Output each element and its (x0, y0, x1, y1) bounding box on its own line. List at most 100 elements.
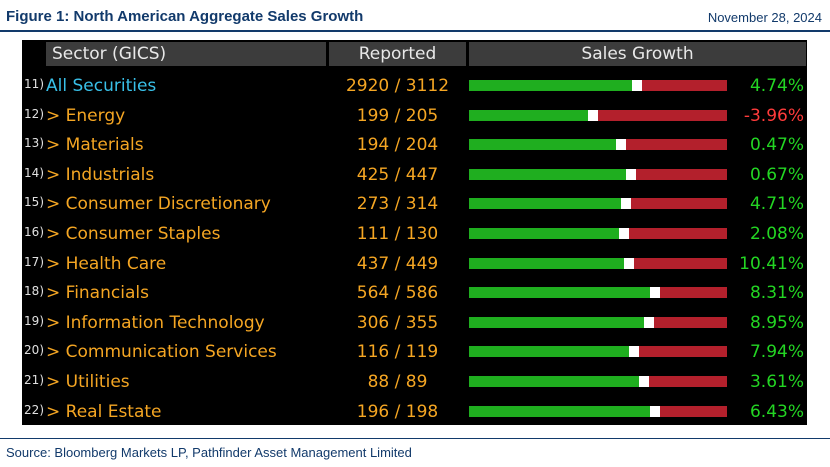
reported-count: 425 / 447 (356, 164, 439, 185)
figure-header: Figure 1: North American Aggregate Sales… (0, 0, 830, 34)
column-header-reported[interactable]: Reported (329, 42, 466, 66)
growth-bar (469, 376, 727, 387)
growth-bar-fill (469, 257, 624, 269)
growth-bar-fill (469, 346, 629, 358)
sector-name-link[interactable]: > Consumer Staples (46, 224, 221, 244)
table-row[interactable]: 21) > Utilities 88 / 89 3.61% (22, 367, 807, 396)
reported-count: 199 / 205 (356, 105, 439, 126)
table-row[interactable]: 19) > Information Technology 306 / 355 8.95… (22, 308, 807, 337)
sales-growth-value: 4.74% (749, 76, 804, 96)
sector-name-link[interactable]: > Materials (46, 135, 144, 156)
growth-bar (469, 228, 727, 239)
growth-bar (469, 139, 727, 151)
growth-bar-marker (650, 405, 660, 417)
sector-name-link[interactable]: > Communication Services (46, 342, 277, 363)
growth-bar-marker (621, 198, 631, 210)
reported-count: 437 / 449 (356, 253, 439, 274)
sales-growth-value: 0.67% (749, 164, 804, 185)
row-number: 11) (24, 77, 44, 91)
reported-count: 194 / 204 (356, 135, 439, 156)
sector-name-link[interactable]: All Securities (46, 76, 157, 96)
row-number: 12) (24, 106, 44, 121)
sector-name-link[interactable]: > Energy (46, 105, 126, 126)
reported-count: 88 / 89 (367, 372, 428, 392)
row-number: 15) (24, 195, 44, 210)
growth-bar-marker (624, 257, 634, 269)
growth-bar (469, 287, 727, 299)
sales-growth-value: 2.08% (749, 224, 804, 244)
growth-bar-fill (469, 80, 632, 91)
figure-title: Figure 1: North American Aggregate Sales… (6, 8, 364, 25)
row-number: 17) (24, 254, 44, 269)
reported-count: 116 / 119 (356, 342, 439, 363)
table-row[interactable]: 22) > Real Estate 196 / 198 6.43% (22, 397, 807, 426)
growth-bar-marker (632, 80, 642, 91)
column-header-sales-growth[interactable]: Sales Growth (469, 42, 806, 66)
row-number: 20) (24, 343, 44, 358)
sector-name-link[interactable]: > Information Technology (46, 312, 265, 333)
growth-bar-marker (650, 287, 660, 299)
sector-name-link[interactable]: > Industrials (46, 164, 155, 185)
sales-growth-value: 8.31% (749, 283, 804, 304)
figure-date: November 28, 2024 (707, 10, 822, 25)
table-row[interactable]: 13) > Materials 194 / 204 0.47% (22, 130, 807, 159)
table-row[interactable]: 11) All Securities 2920 / 3112 4.74% (22, 71, 807, 100)
growth-bar (469, 109, 727, 121)
column-header-sector[interactable]: Sector (GICS) (46, 42, 326, 66)
growth-bar-fill (469, 168, 626, 180)
growth-bar-fill (469, 109, 588, 121)
table-row[interactable]: 15) > Consumer Discretionary 273 / 314 4.71… (22, 189, 807, 218)
sales-growth-value: 10.41% (739, 253, 804, 274)
reported-count: 2920 / 3112 (345, 76, 450, 96)
growth-bar-fill (469, 405, 650, 417)
row-number: 16) (24, 225, 44, 239)
table-row[interactable]: 12) > Energy 199 / 205 -3.96% (22, 101, 807, 130)
sector-name-link[interactable]: > Utilities (46, 372, 130, 392)
sector-name-link[interactable]: > Real Estate (46, 401, 162, 422)
growth-bar-marker (626, 168, 636, 180)
growth-bar (469, 168, 727, 180)
growth-bar-marker (619, 228, 629, 239)
sales-growth-value: 6.43% (749, 401, 804, 422)
growth-bar (469, 257, 727, 269)
bloomberg-sales-growth-table: Sector (GICS) Reported Sales Growth 11) A… (22, 40, 807, 425)
sales-growth-value: 4.71% (749, 194, 804, 215)
growth-bar-fill (469, 198, 621, 210)
growth-bar-marker (629, 346, 639, 358)
row-number: 19) (24, 313, 44, 328)
growth-bar (469, 316, 727, 328)
reported-count: 273 / 314 (356, 194, 439, 215)
sector-name-link[interactable]: > Financials (46, 283, 149, 304)
table-row[interactable]: 16) > Consumer Staples 111 / 130 2.08% (22, 219, 807, 248)
growth-bar-marker (644, 316, 654, 328)
sales-growth-value: 8.95% (749, 312, 804, 333)
growth-bar (469, 405, 727, 417)
table-row[interactable]: 20) > Communication Services 116 / 119 7.94… (22, 337, 807, 366)
growth-bar (469, 80, 727, 91)
row-number: 22) (24, 402, 44, 417)
row-number: 18) (24, 284, 44, 299)
footer-divider (0, 438, 830, 439)
growth-bar-fill (469, 228, 619, 239)
sector-name-link[interactable]: > Consumer Discretionary (46, 194, 271, 215)
row-number: 21) (24, 373, 44, 387)
reported-count: 196 / 198 (356, 401, 439, 422)
row-number: 13) (24, 136, 44, 151)
sector-name-link[interactable]: > Health Care (46, 253, 167, 274)
table-row[interactable]: 18) > Financials 564 / 586 8.31% (22, 278, 807, 307)
source-note: Source: Bloomberg Markets LP, Pathfinder… (6, 445, 412, 460)
growth-bar-fill (469, 139, 616, 151)
growth-bar-marker (588, 109, 598, 121)
sales-growth-value: 7.94% (749, 342, 804, 363)
growth-bar-fill (469, 316, 644, 328)
sales-growth-value: 0.47% (749, 135, 804, 156)
reported-count: 111 / 130 (356, 224, 439, 244)
growth-bar-fill (469, 287, 650, 299)
reported-count: 564 / 586 (356, 283, 439, 304)
reported-count: 306 / 355 (356, 312, 439, 333)
growth-bar-fill (469, 376, 639, 387)
table-row[interactable]: 14) > Industrials 425 / 447 0.67% (22, 160, 807, 189)
growth-bar-marker (616, 139, 626, 151)
table-row[interactable]: 17) > Health Care 437 / 449 10.41% (22, 249, 807, 278)
growth-bar (469, 198, 727, 210)
